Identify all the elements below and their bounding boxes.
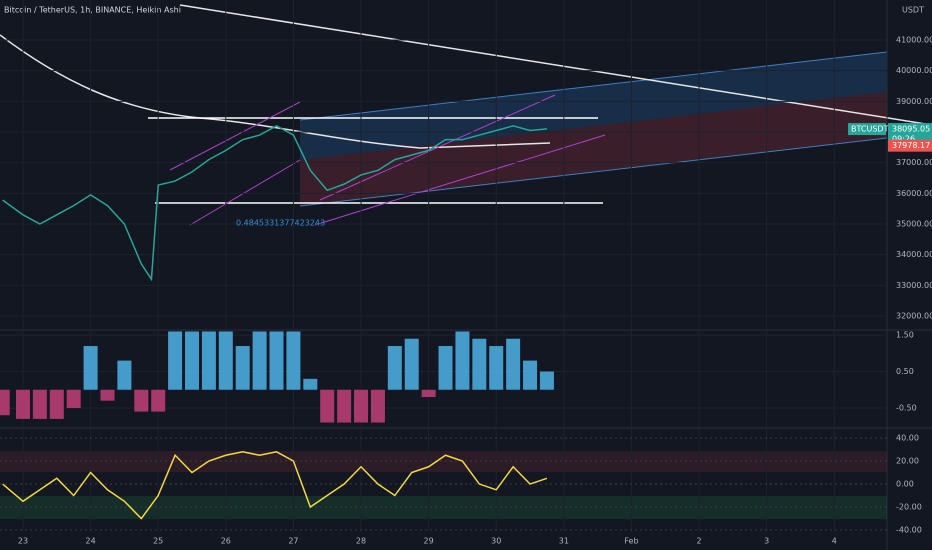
- histogram-bar: [303, 378, 318, 390]
- symbol-label: BTCUSDT: [851, 125, 889, 134]
- y-tick-label: 32000.00: [896, 312, 932, 321]
- histogram-bar: [49, 389, 64, 419]
- y-tick-label: -0.50: [896, 403, 917, 412]
- histogram-bar: [252, 331, 267, 390]
- trend-line: [169, 101, 301, 171]
- chart-title: Bitcoin / TetherUS, 1h, BINANCE, Heikin …: [4, 6, 181, 15]
- y-tick-label: 20.00: [896, 457, 919, 466]
- histogram-bar: [370, 389, 385, 423]
- countdown: 09:26: [892, 135, 915, 144]
- price-tag: [888, 123, 932, 146]
- trend-line: [314, 134, 606, 226]
- histogram-bar: [218, 331, 233, 390]
- histogram-bar: [235, 346, 250, 390]
- histogram-bar: [100, 389, 115, 401]
- histogram-bar: [286, 331, 301, 390]
- overbought-zone: [0, 451, 887, 472]
- x-tick-label: 29: [424, 537, 434, 546]
- y-tick-label: 39000.00: [896, 97, 932, 106]
- histogram-bar: [168, 331, 183, 390]
- y-tick-label: 0.50: [896, 367, 914, 376]
- trend-line: [319, 94, 556, 201]
- histogram-bar: [66, 389, 81, 408]
- histogram-bar: [151, 389, 166, 412]
- symbol-tag: [848, 123, 886, 136]
- histogram-bar: [269, 331, 284, 390]
- x-tick-label: 25: [153, 537, 163, 546]
- histogram-bar: [134, 389, 149, 412]
- x-tick-label: 26: [221, 537, 231, 546]
- y-tick-label: 34000.00: [896, 250, 932, 259]
- y-tick-label: 1.50: [896, 331, 914, 340]
- histogram-bar: [185, 331, 200, 390]
- last-price: 38095.05: [892, 125, 930, 134]
- histogram-bar: [421, 389, 436, 398]
- histogram-bar: [387, 346, 402, 390]
- x-tick-label: 30: [491, 537, 501, 546]
- x-tick-label: 3: [764, 537, 769, 546]
- x-tick-label: 4: [832, 537, 837, 546]
- y-tick-label: -20.00: [896, 503, 922, 512]
- level-tag: [888, 139, 932, 152]
- histogram-bar: [438, 346, 453, 390]
- histogram-bar: [489, 346, 504, 390]
- y-tick-label: 41000.00: [896, 35, 932, 44]
- y-tick-label: 33000.00: [896, 281, 932, 290]
- x-tick-label: 23: [18, 537, 28, 546]
- histogram-bar: [15, 389, 30, 419]
- histogram-bar: [201, 331, 216, 390]
- series-line: [2, 125, 548, 282]
- y-tick-label: 40.00: [896, 434, 919, 443]
- red-channel: [300, 92, 887, 206]
- x-tick-label: 24: [85, 537, 95, 546]
- y-tick-label: 40000.00: [896, 66, 932, 75]
- level-price: 37978.17: [892, 141, 930, 150]
- histogram-bar: [320, 389, 335, 423]
- y-tick-label: -40.00: [896, 526, 922, 535]
- axis-unit: USDT: [902, 6, 924, 15]
- moving-average: [179, 4, 932, 126]
- x-tick-label: 28: [356, 537, 366, 546]
- trend-line: [189, 159, 301, 226]
- x-tick-label: 27: [288, 537, 298, 546]
- histogram-bar: [404, 338, 419, 390]
- histogram-bar: [117, 360, 132, 390]
- histogram-bar: [472, 338, 487, 390]
- x-tick-label: Feb: [624, 537, 638, 546]
- x-tick-label: 31: [559, 537, 569, 546]
- histogram-bar: [539, 371, 554, 390]
- histogram-bar: [506, 338, 521, 390]
- y-tick-label: 37000.00: [896, 158, 932, 167]
- y-tick-label: 0.00: [896, 480, 914, 489]
- histogram-bar: [83, 346, 98, 390]
- annotation: 0.4845331377423243: [236, 219, 325, 228]
- histogram-bar: [0, 389, 10, 416]
- y-tick-label: 35000.00: [896, 220, 932, 229]
- histogram-bar: [337, 389, 352, 423]
- series-line: [2, 451, 548, 520]
- histogram-bar: [523, 360, 538, 390]
- oversold-zone: [0, 496, 887, 519]
- y-tick-label: 36000.00: [896, 189, 932, 198]
- channel-line: [299, 137, 888, 207]
- blue-channel: [300, 52, 887, 160]
- channel-line: [299, 51, 888, 121]
- x-tick-label: 2: [697, 537, 702, 546]
- histogram-bar: [455, 331, 470, 390]
- histogram-bar: [354, 389, 369, 423]
- histogram-bar: [32, 389, 47, 419]
